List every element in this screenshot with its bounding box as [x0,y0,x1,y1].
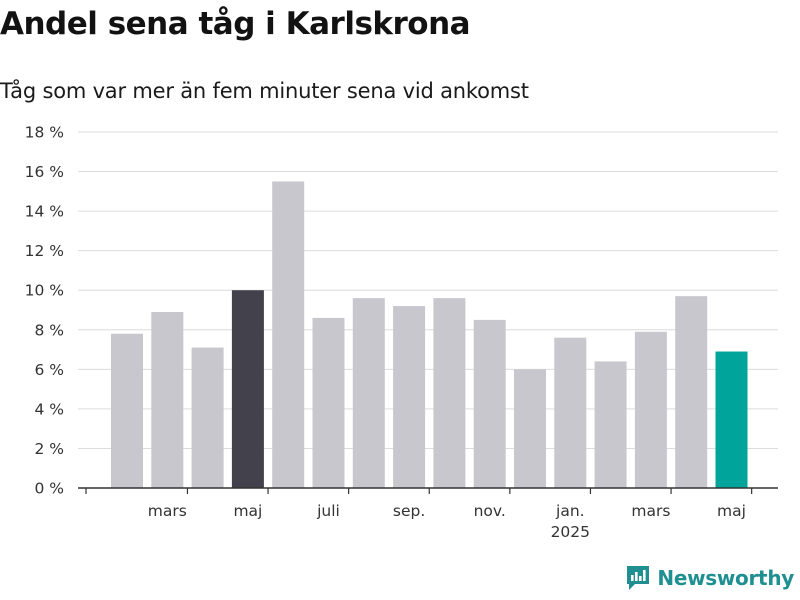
bar [111,333,143,488]
bar [514,369,546,488]
y-axis-tick-labels: 0 % 2 % 4 % 6 % 8 % 10 % 12 % 14 % 16 % 18 % [25,124,64,498]
bar [473,319,506,488]
bar [433,298,466,488]
grid-lines [78,131,778,449]
y-tick-label: 14 % [25,203,64,221]
y-tick-label: 6 % [34,361,64,379]
x-tick-label: nov. [474,502,506,520]
chart-title: Andel sena tåg i Karlskrona [0,6,471,42]
newsworthy-logo-icon [627,566,650,590]
bar [554,337,587,488]
x-tick-sublabel: 2025 [551,523,590,541]
bar [272,181,305,488]
x-tick-label: sep. [393,502,425,520]
brand-name: Newsworthy [657,566,794,590]
bar [151,311,184,488]
x-tick-label: mars [148,502,187,520]
x-tick-label: juli [316,502,340,520]
y-tick-label: 8 % [34,321,64,339]
y-tick-label: 2 % [34,440,64,458]
x-tick-label: maj [717,502,746,520]
bar [231,290,264,488]
y-tick-label: 18 % [25,124,64,142]
y-tick-label: 4 % [34,400,64,418]
bar [312,317,345,488]
bar-chart: 0 % 2 % 4 % 6 % 8 % 10 % 12 % 14 % 16 % 18 % mars… [25,124,778,541]
bars [111,181,748,488]
bar [675,296,708,488]
bar [715,351,748,488]
y-tick-label: 0 % [34,480,64,498]
bar [393,306,426,488]
chart-subtitle: Tåg som var mer än fem minuter sena vid … [0,79,529,103]
bar [594,361,627,488]
x-tick-label: jan. [555,502,585,520]
x-axis [78,487,778,494]
x-axis-tick-labels: mars maj juli sep. nov. jan. 2025 mars maj [148,502,746,541]
brand-logo: Newsworthy [625,564,794,592]
bar [191,347,224,488]
x-tick-label: maj [233,502,262,520]
x-tick-label: mars [631,502,670,520]
y-tick-label: 10 % [25,282,64,300]
y-tick-label: 16 % [25,163,64,181]
y-tick-label: 12 % [25,242,64,260]
bar [634,331,667,488]
bar [352,298,385,488]
